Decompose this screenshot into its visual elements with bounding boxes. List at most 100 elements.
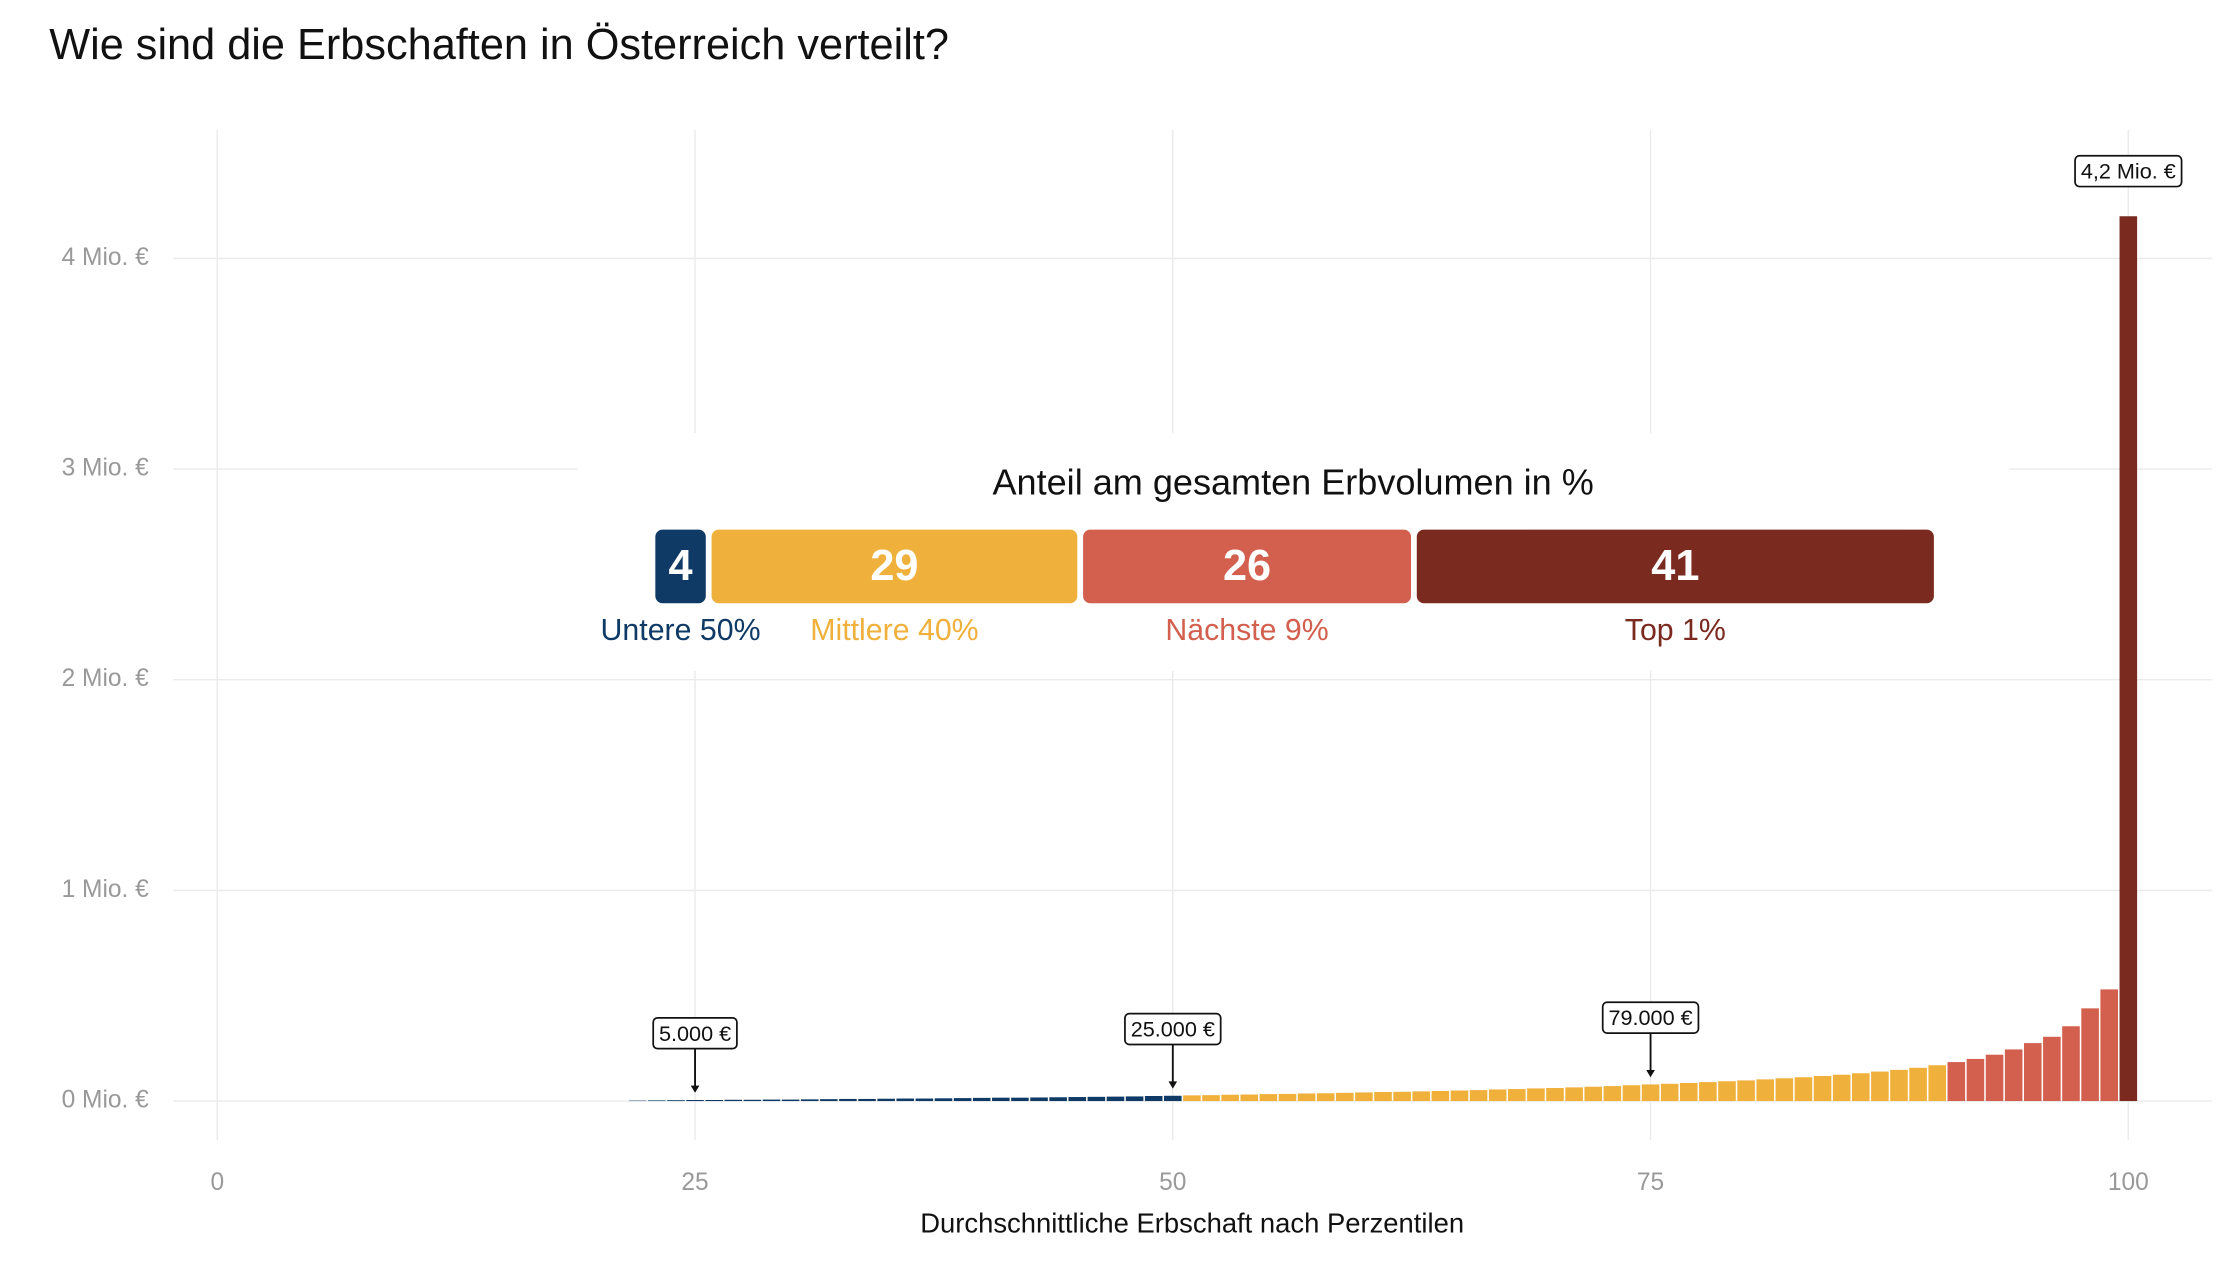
bar [1909, 1067, 1927, 1102]
bar [1374, 1091, 1392, 1102]
bar [686, 1099, 704, 1102]
bar [1565, 1087, 1583, 1102]
share-category: Mittlere 40% [810, 614, 978, 647]
bar [877, 1098, 895, 1102]
label-box [2074, 154, 2183, 188]
bar [1297, 1093, 1316, 1102]
bar [2043, 1036, 2061, 1102]
bar [1584, 1086, 1603, 1102]
annotation: 5.000 € [652, 1017, 738, 1093]
y-tick-label: 3 Mio. € [62, 455, 150, 482]
x-tick-label: 25 [681, 1169, 708, 1196]
bar [1813, 1075, 1832, 1102]
x-tick-label: 50 [1159, 1169, 1186, 1196]
bar [1985, 1054, 2004, 1102]
bar [1087, 1096, 1106, 1102]
bar [1221, 1094, 1239, 1102]
bar [915, 1098, 934, 1102]
bar [2062, 1026, 2080, 1102]
y-tick-label: 0 Mio. € [62, 1087, 150, 1114]
share-bar [1083, 529, 1412, 604]
bar [1393, 1091, 1411, 1102]
bar [972, 1097, 991, 1102]
bar [781, 1099, 800, 1102]
bar [1336, 1092, 1354, 1102]
bar [1240, 1094, 1259, 1102]
bar [1603, 1086, 1622, 1102]
bar [1890, 1069, 1908, 1102]
x-axis-label: Durchschnittliche Erbschaft nach Perzent… [920, 1207, 1464, 1238]
bar [1737, 1080, 1755, 1102]
bar [1030, 1097, 1048, 1102]
bar [1316, 1093, 1335, 1102]
bar [1431, 1090, 1450, 1102]
bar [1756, 1079, 1775, 1102]
bar [1144, 1095, 1163, 1102]
bar [1966, 1058, 1985, 1102]
bar [992, 1097, 1010, 1102]
bar [724, 1099, 743, 1102]
bar [1106, 1096, 1125, 1102]
value-label: 25.000 € [1131, 1017, 1215, 1042]
value-label: 5.000 € [659, 1021, 731, 1046]
bar [1259, 1094, 1278, 1102]
bar [1049, 1097, 1067, 1102]
arrow-head [1646, 1069, 1655, 1078]
bar [1183, 1095, 1201, 1102]
y-tick-label: 4 Mio. € [62, 244, 150, 271]
bar [953, 1098, 972, 1102]
bar [1355, 1092, 1373, 1102]
bar [1068, 1097, 1087, 1102]
annotation: 79.000 € [1601, 1001, 1700, 1078]
bar [1871, 1071, 1889, 1102]
bar [1775, 1078, 1794, 1102]
x-tick-label: 100 [2108, 1169, 2149, 1196]
bar [762, 1099, 781, 1102]
bar [1928, 1065, 1947, 1102]
annotation: 4,2 Mio. € [2074, 154, 2183, 188]
share-bar [655, 529, 706, 604]
bar [2081, 1008, 2099, 1102]
value-label: 4,2 Mio. € [2081, 159, 2176, 184]
inset-title: Anteil am gesamten Erbvolumen in % [992, 461, 1593, 502]
bar [1699, 1082, 1717, 1102]
bar [1508, 1089, 1526, 1102]
bar [2119, 216, 2138, 1102]
bar [1679, 1082, 1698, 1102]
label-box [1124, 1012, 1222, 1046]
share-value: 41 [1651, 542, 1699, 590]
bar [1469, 1090, 1488, 1102]
y-tick-label: 2 Mio. € [62, 665, 150, 692]
bar [648, 1100, 666, 1102]
bar [800, 1099, 819, 1102]
bar [858, 1098, 876, 1102]
bar [1450, 1090, 1469, 1102]
bar [1164, 1095, 1182, 1102]
bar [934, 1098, 953, 1102]
y-tick-label: 1 Mio. € [62, 876, 150, 903]
value-label: 79.000 € [1608, 1005, 1692, 1030]
bar [1660, 1083, 1679, 1102]
bar [1278, 1093, 1297, 1102]
bar [2023, 1043, 2042, 1102]
share-value: 29 [870, 542, 918, 590]
bar [1125, 1096, 1144, 1102]
share-bar [711, 529, 1078, 604]
share-category: Untere 50% [601, 614, 761, 647]
bar [1832, 1074, 1851, 1102]
bar [1546, 1087, 1564, 1102]
arrow-head [690, 1085, 700, 1093]
bar [1947, 1062, 1966, 1102]
bar [1622, 1085, 1641, 1102]
bar [1527, 1088, 1545, 1102]
x-tick-label: 75 [1637, 1169, 1664, 1196]
annotation: 25.000 € [1124, 1012, 1222, 1089]
bar [1718, 1081, 1736, 1102]
share-category: Nächste 9% [1165, 614, 1328, 647]
x-tick-label: 0 [210, 1169, 224, 1196]
share-category: Top 1% [1625, 614, 1726, 647]
bar [705, 1099, 723, 1102]
bar [2100, 989, 2118, 1102]
bar [1412, 1091, 1431, 1102]
